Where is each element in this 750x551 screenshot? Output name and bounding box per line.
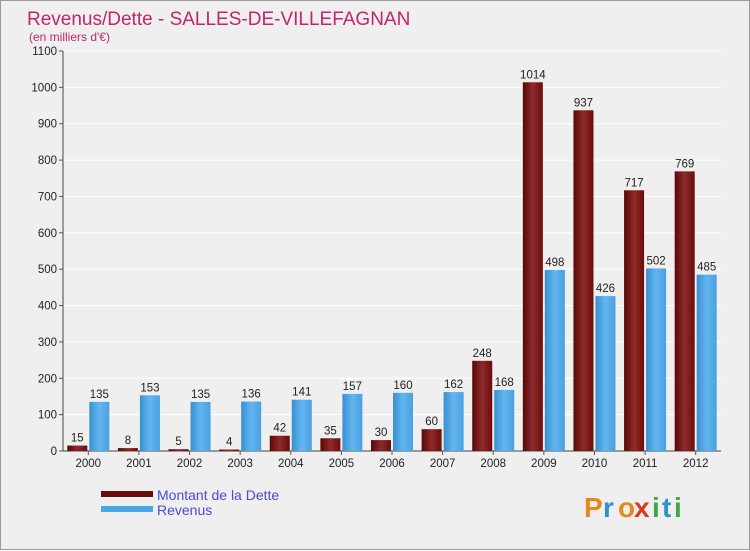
bar-revenus bbox=[393, 392, 413, 451]
legend-swatch-revenus bbox=[101, 506, 153, 512]
chart-title: Revenus/Dette - SALLES-DE-VILLEFAGNAN bbox=[27, 9, 410, 30]
y-tick-label: 900 bbox=[38, 119, 57, 131]
y-tick-label: 400 bbox=[38, 301, 57, 313]
bar-debt bbox=[371, 440, 391, 451]
logo-letter: P bbox=[584, 492, 603, 523]
x-tick-label: 2001 bbox=[126, 458, 152, 470]
x-tick-label: 2011 bbox=[633, 458, 658, 470]
logo-letter: x bbox=[634, 492, 650, 523]
legend: Montant de la Dette Revenus bbox=[101, 487, 279, 518]
legend-label-debt: Montant de la Dette bbox=[157, 487, 279, 503]
value-label-revenus: 135 bbox=[191, 389, 210, 401]
value-label-revenus: 162 bbox=[444, 379, 463, 391]
value-label-debt: 8 bbox=[125, 435, 131, 447]
bar-debt bbox=[472, 360, 493, 451]
bar-debt bbox=[67, 445, 88, 451]
bar-revenus bbox=[190, 401, 211, 451]
y-tick-label: 1000 bbox=[31, 82, 57, 94]
logo-letter: r bbox=[603, 492, 614, 523]
chart-subtitle: (en milliers d'€) bbox=[29, 30, 110, 44]
y-tick-label: 600 bbox=[38, 228, 57, 240]
bar-debt bbox=[320, 438, 341, 451]
y-tick-label: 700 bbox=[38, 191, 57, 203]
value-label-revenus: 153 bbox=[140, 382, 159, 394]
value-label-debt: 60 bbox=[425, 416, 438, 428]
value-label-revenus: 168 bbox=[495, 377, 514, 389]
bar-debt bbox=[421, 429, 442, 451]
bar-revenus bbox=[696, 274, 717, 451]
value-label-debt: 717 bbox=[624, 177, 643, 189]
x-tick-label: 2008 bbox=[480, 458, 506, 470]
x-tick-label: 2009 bbox=[531, 458, 557, 470]
value-label-debt: 1014 bbox=[520, 69, 546, 81]
bar-debt bbox=[674, 171, 695, 451]
bar-debt bbox=[269, 435, 290, 451]
x-tick-label: 2006 bbox=[379, 458, 405, 470]
value-label-revenus: 135 bbox=[90, 389, 109, 401]
value-label-debt: 5 bbox=[175, 436, 181, 448]
bar-revenus bbox=[89, 401, 110, 451]
x-tick-label: 2005 bbox=[329, 458, 355, 470]
value-label-debt: 35 bbox=[324, 425, 337, 437]
logo-letter: t bbox=[662, 492, 671, 523]
bar-debt bbox=[573, 110, 594, 451]
bar-debt bbox=[624, 190, 645, 452]
value-label-revenus: 498 bbox=[545, 257, 564, 269]
value-label-debt: 248 bbox=[473, 348, 492, 360]
value-label-debt: 937 bbox=[574, 97, 593, 109]
y-tick-label: 100 bbox=[38, 410, 57, 422]
bar-revenus bbox=[494, 389, 515, 451]
plot-area: 0 100 200 300 400 500 600 700 800 900 1000 1100 15 13… bbox=[31, 46, 721, 470]
bar-revenus bbox=[241, 401, 262, 451]
y-tick-label: 300 bbox=[38, 337, 57, 349]
value-label-debt: 15 bbox=[71, 433, 84, 445]
bar-debt bbox=[219, 449, 240, 451]
value-label-revenus: 157 bbox=[343, 381, 362, 393]
value-label-revenus: 136 bbox=[242, 389, 261, 401]
legend-swatch-debt bbox=[101, 491, 153, 497]
y-tick-label: 0 bbox=[51, 446, 57, 458]
x-tick-label: 2007 bbox=[430, 458, 456, 470]
x-tick-label: 2012 bbox=[683, 458, 709, 470]
value-label-debt: 30 bbox=[375, 427, 388, 439]
value-label-debt: 769 bbox=[675, 158, 694, 170]
value-label-revenus: 426 bbox=[596, 283, 615, 295]
logo-letter: i bbox=[674, 492, 682, 523]
legend-label-revenus: Revenus bbox=[157, 502, 212, 518]
value-label-debt: 42 bbox=[273, 423, 286, 435]
y-tick-label: 500 bbox=[38, 264, 57, 276]
x-tick-label: 2000 bbox=[76, 458, 102, 470]
y-tick-label: 200 bbox=[38, 373, 57, 385]
x-tick-label: 2003 bbox=[227, 458, 253, 470]
bar-debt bbox=[522, 82, 543, 451]
logo-letter: o bbox=[618, 492, 635, 523]
y-tick-label: 800 bbox=[38, 155, 57, 167]
value-label-revenus: 160 bbox=[393, 380, 412, 392]
bar-revenus bbox=[342, 393, 363, 451]
bar-revenus bbox=[646, 268, 667, 451]
value-label-revenus: 485 bbox=[697, 262, 716, 274]
value-label-revenus: 502 bbox=[646, 255, 665, 267]
plot-background bbox=[63, 51, 721, 451]
bar-revenus bbox=[139, 395, 160, 451]
bar-debt bbox=[117, 448, 138, 451]
logo-letter: i bbox=[652, 492, 660, 523]
x-tick-label: 2002 bbox=[177, 458, 203, 470]
value-label-revenus: 141 bbox=[292, 387, 311, 399]
x-tick-label: 2010 bbox=[582, 458, 608, 470]
y-tick-label: 1100 bbox=[32, 46, 57, 58]
bar-revenus bbox=[544, 269, 565, 451]
bar-revenus bbox=[291, 399, 312, 451]
bar-debt bbox=[168, 449, 189, 451]
x-tick-label: 2004 bbox=[278, 458, 304, 470]
bar-revenus bbox=[443, 392, 464, 451]
value-label-debt: 4 bbox=[226, 437, 233, 449]
bar-revenus bbox=[595, 296, 616, 451]
